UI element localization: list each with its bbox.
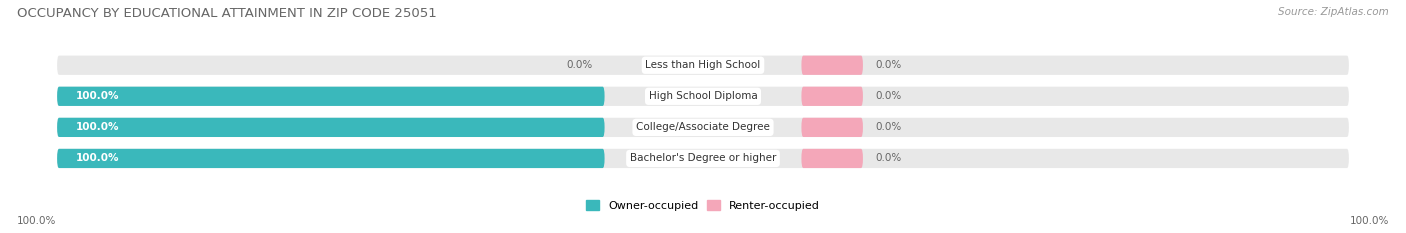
FancyBboxPatch shape [801, 149, 863, 168]
Text: 100.0%: 100.0% [1350, 216, 1389, 226]
FancyBboxPatch shape [801, 87, 863, 106]
FancyBboxPatch shape [801, 56, 863, 75]
FancyBboxPatch shape [58, 87, 605, 106]
Text: Bachelor's Degree or higher: Bachelor's Degree or higher [630, 154, 776, 163]
Text: Source: ZipAtlas.com: Source: ZipAtlas.com [1278, 7, 1389, 17]
Legend: Owner-occupied, Renter-occupied: Owner-occupied, Renter-occupied [581, 196, 825, 215]
Text: High School Diploma: High School Diploma [648, 91, 758, 101]
Text: 100.0%: 100.0% [76, 154, 120, 163]
Text: 100.0%: 100.0% [76, 91, 120, 101]
Text: 0.0%: 0.0% [875, 60, 901, 70]
FancyBboxPatch shape [58, 118, 605, 137]
Text: 0.0%: 0.0% [875, 154, 901, 163]
Text: OCCUPANCY BY EDUCATIONAL ATTAINMENT IN ZIP CODE 25051: OCCUPANCY BY EDUCATIONAL ATTAINMENT IN Z… [17, 7, 437, 20]
Text: 0.0%: 0.0% [567, 60, 592, 70]
FancyBboxPatch shape [801, 118, 863, 137]
FancyBboxPatch shape [58, 149, 1348, 168]
Text: 0.0%: 0.0% [875, 122, 901, 132]
Text: 100.0%: 100.0% [17, 216, 56, 226]
FancyBboxPatch shape [58, 87, 1348, 106]
Text: 0.0%: 0.0% [875, 91, 901, 101]
Text: College/Associate Degree: College/Associate Degree [636, 122, 770, 132]
FancyBboxPatch shape [58, 118, 1348, 137]
FancyBboxPatch shape [58, 56, 1348, 75]
Text: Less than High School: Less than High School [645, 60, 761, 70]
Text: 100.0%: 100.0% [76, 122, 120, 132]
FancyBboxPatch shape [58, 149, 605, 168]
